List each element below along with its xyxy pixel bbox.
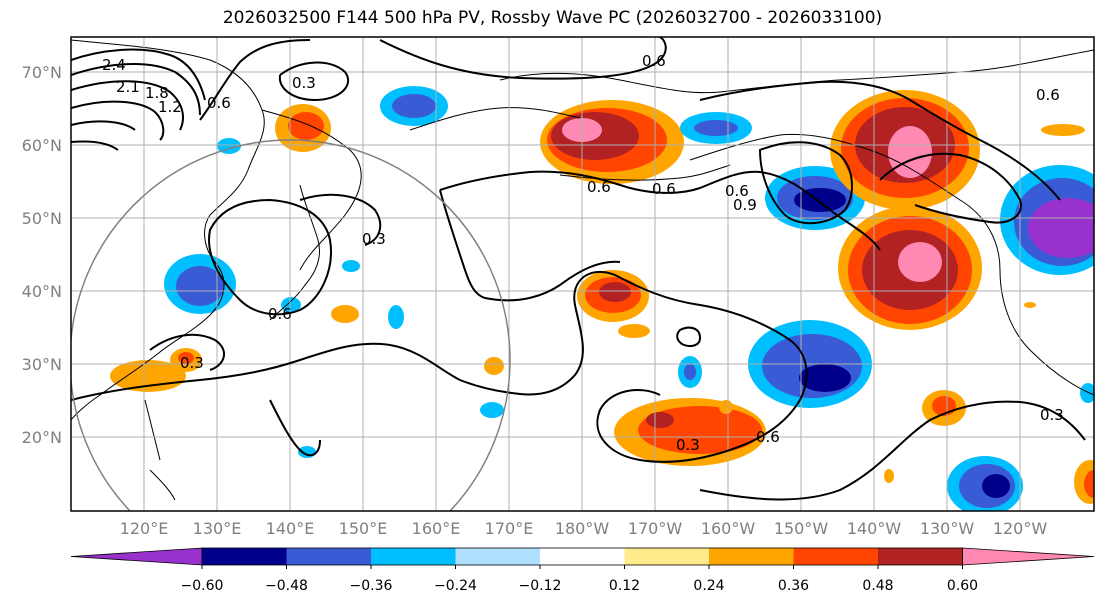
contour-label: 0.6 xyxy=(756,428,780,446)
lon-label-150e: 150°E xyxy=(339,519,388,538)
contour-label: 1.2 xyxy=(158,98,182,116)
contour-label: 0.6 xyxy=(1036,86,1060,104)
colorbar-segment xyxy=(286,548,372,565)
lon-label-120e: 120°E xyxy=(120,519,169,538)
lon-label-180w: 180°W xyxy=(555,519,610,538)
contour-label: 0.3 xyxy=(292,74,316,92)
colorbar-tick-label: 0.60 xyxy=(947,578,978,594)
colorbar-segment xyxy=(371,548,456,565)
colorbar-segment xyxy=(709,548,794,565)
contour-label: 0.6 xyxy=(207,94,231,112)
lat-label-20n: 20°N xyxy=(22,428,62,447)
lon-label-170w: 170°W xyxy=(628,519,683,538)
contour-label: 0.3 xyxy=(180,354,204,372)
contour-label: 2.4 xyxy=(102,56,126,74)
colorbar-segment xyxy=(878,548,963,565)
colorbar-extend-low xyxy=(70,547,203,566)
contour-label: 0.3 xyxy=(362,230,386,248)
colorbar-tick-label: −0.24 xyxy=(434,578,477,594)
colorbar-segment xyxy=(624,548,710,565)
colorbar-tick-label: −0.12 xyxy=(519,578,562,594)
colorbar-segment xyxy=(202,548,287,565)
colorbar-segment xyxy=(455,548,541,565)
contour-label: 2.1 xyxy=(116,78,140,96)
colorbar-tick-label: −0.36 xyxy=(350,578,393,594)
colorbar-extend-high xyxy=(962,547,1095,566)
region-circle xyxy=(71,139,511,511)
lon-label-130w: 130°W xyxy=(920,519,975,538)
longitude-axis: 120°E 130°E 140°E 150°E 160°E 170°E 180°… xyxy=(120,519,1048,538)
pv-contours xyxy=(71,37,1086,501)
graticule xyxy=(71,37,1094,511)
colorbar xyxy=(70,547,1095,566)
lon-label-160w: 160°W xyxy=(701,519,756,538)
colorbar-tick-label: 0.12 xyxy=(609,578,640,594)
lon-label-150w: 150°W xyxy=(774,519,829,538)
colorbar-segment xyxy=(540,548,625,565)
contour-label: 0.3 xyxy=(676,436,700,454)
colorbar-tick-label: 0.48 xyxy=(862,578,893,594)
contour-label: 0.6 xyxy=(587,178,611,196)
latitude-axis: 70°N 60°N 50°N 40°N 30°N 20°N xyxy=(22,63,62,447)
contour-label: 1.8 xyxy=(145,84,169,102)
colorbar-tick-label: −0.60 xyxy=(181,578,224,594)
plot-frame xyxy=(70,36,1095,512)
colorbar-tick-label: 0.24 xyxy=(693,578,724,594)
contour-label: 0.3 xyxy=(1040,406,1064,424)
colorbar-tick-label: −0.48 xyxy=(265,578,308,594)
lat-label-40n: 40°N xyxy=(22,282,62,301)
colorbar-ticks: −0.60 −0.48 −0.36 −0.24 −0.12 0.12 0.24 … xyxy=(181,565,978,594)
colorbar-frame xyxy=(201,547,963,566)
lat-label-70n: 70°N xyxy=(22,63,62,82)
contour-label: 0.6 xyxy=(268,305,292,323)
contour-label-group: 2.4 2.1 1.8 1.2 0.6 0.3 0.6 0.3 0.6 0.3 … xyxy=(102,52,1064,454)
map-title: 2026032500 F144 500 hPa PV, Rossby Wave … xyxy=(222,8,883,28)
lon-label-140w: 140°W xyxy=(847,519,902,538)
lon-label-120w: 120°W xyxy=(993,519,1048,538)
lon-label-130e: 130°E xyxy=(193,519,242,538)
lon-label-160e: 160°E xyxy=(412,519,461,538)
colorbar-segment xyxy=(793,548,879,565)
contour-label: 0.6 xyxy=(725,182,749,200)
lat-label-30n: 30°N xyxy=(22,355,62,374)
lat-label-60n: 60°N xyxy=(22,136,62,155)
contour-label: 0.9 xyxy=(733,196,757,214)
contour-label: 0.6 xyxy=(642,52,666,70)
lon-label-140e: 140°E xyxy=(266,519,315,538)
colorbar-tick-label: 0.36 xyxy=(778,578,809,594)
lat-label-50n: 50°N xyxy=(22,209,62,228)
lon-label-170e: 170°E xyxy=(485,519,534,538)
contour-label: 0.6 xyxy=(652,180,676,198)
